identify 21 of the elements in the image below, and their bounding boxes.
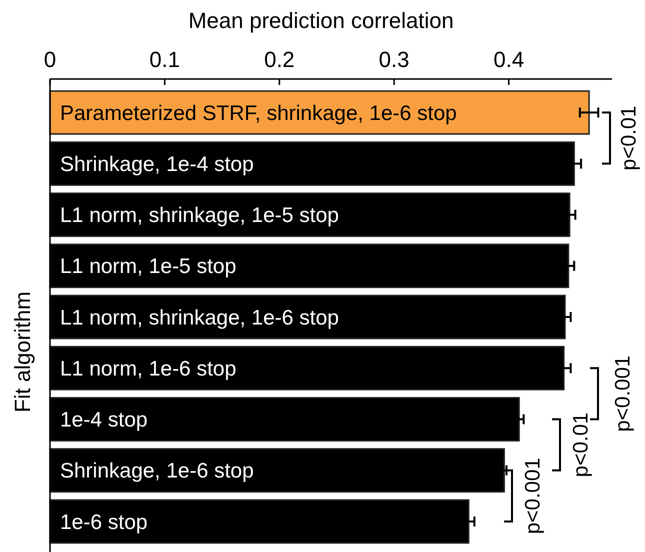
y-axis-title: Fit algorithm — [10, 291, 35, 413]
y-tick-label: Parameterized STRF, shrinkage, 1e-6 stop — [60, 102, 457, 125]
text: p<0.01 — [617, 106, 640, 170]
y-tick-label: L1 norm, shrinkage, 1e-5 stop — [60, 204, 339, 228]
bar — [49, 90, 590, 135]
x-axis-title: Mean prediction correlation — [188, 8, 454, 33]
y-tick-label: 1e-4 stop — [60, 408, 148, 432]
x-tick-label: 0.3 — [378, 47, 410, 72]
x-tick-label: 0.1 — [149, 47, 180, 72]
x-tick-label: 0 — [44, 47, 56, 72]
y-tick-label: L1 norm, 1e-6 stop — [60, 357, 236, 380]
y-tick-label: L1 norm, shrinkage, 1e-6 stop — [60, 306, 339, 330]
y-tick-label: Shrinkage, 1e-6 stop — [60, 460, 254, 483]
annotation: p<0.01 — [569, 412, 592, 478]
y-tick-label: L1 norm, 1e-5 stop — [60, 255, 236, 278]
annotation: p<0.001 — [521, 458, 544, 534]
x-tick-label: 0.4 — [493, 47, 524, 72]
x-tick-label: 0.2 — [264, 47, 295, 72]
y-tick-label: 1e-6 stop — [60, 510, 148, 534]
annotation: p<0.001 — [611, 355, 634, 432]
y-tick-label: Shrinkage, 1e-4 stop — [60, 152, 254, 176]
